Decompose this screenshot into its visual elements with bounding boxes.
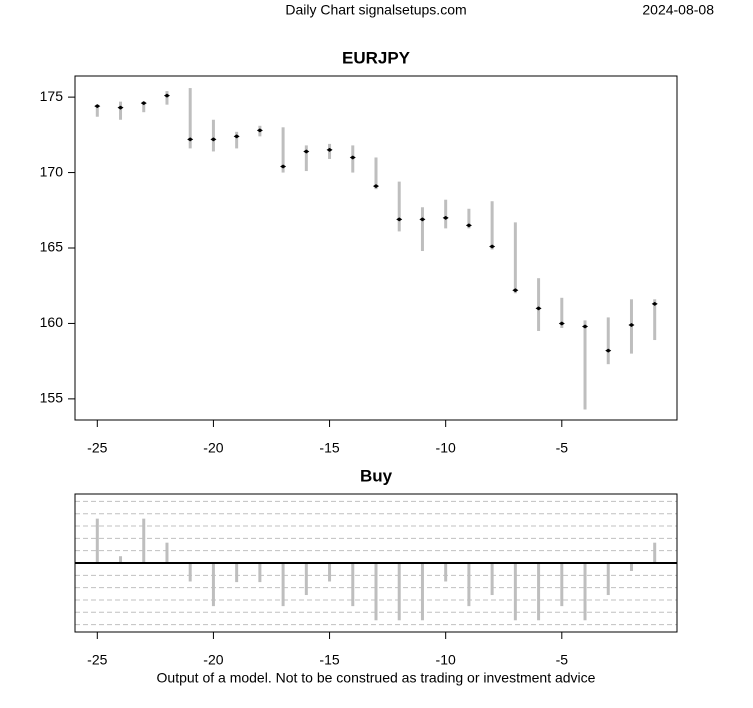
close-marker [117, 105, 124, 110]
plot-frame [74, 75, 678, 421]
x-tick-label: -10 [436, 652, 456, 668]
close-marker [558, 321, 565, 326]
close-marker [489, 244, 496, 249]
close-marker [512, 288, 519, 293]
y-tick-label: 155 [40, 390, 64, 406]
x-tick-label: -15 [319, 652, 339, 668]
close-marker [373, 184, 379, 189]
close-marker [326, 147, 333, 152]
chart-title: Buy [360, 466, 393, 485]
x-tick-label: -25 [87, 440, 107, 456]
close-marker [303, 149, 310, 154]
chart-title: EURJPY [342, 48, 411, 67]
y-tick-label: 165 [40, 239, 64, 255]
close-marker [280, 164, 287, 169]
close-marker [140, 101, 147, 106]
close-marker [210, 137, 217, 142]
close-marker [419, 217, 426, 222]
close-marker [628, 322, 635, 327]
close-marker [163, 93, 170, 98]
disclaimer: Output of a model. Not to be construed a… [157, 670, 596, 686]
x-tick-label: -10 [436, 440, 456, 456]
close-marker [651, 301, 658, 306]
x-tick-label: -20 [203, 440, 223, 456]
close-marker [256, 128, 263, 133]
plot-frame [74, 493, 678, 633]
x-tick-label: -5 [556, 440, 569, 456]
close-marker [233, 134, 240, 139]
close-marker [582, 324, 589, 329]
close-marker [442, 215, 449, 220]
chart-date: 2024-08-08 [642, 2, 714, 18]
y-tick-label: 160 [40, 314, 64, 330]
close-marker [535, 306, 542, 311]
y-tick-label: 175 [40, 88, 64, 104]
close-marker [465, 223, 472, 228]
close-marker [187, 137, 194, 142]
close-marker [94, 104, 101, 109]
close-marker [349, 155, 356, 160]
x-tick-label: -20 [203, 652, 223, 668]
x-tick-label: -25 [87, 652, 107, 668]
x-tick-label: -15 [319, 440, 339, 456]
y-tick-label: 170 [40, 163, 64, 179]
page-title: Daily Chart signalsetups.com [285, 2, 466, 18]
x-tick-label: -5 [556, 652, 569, 668]
close-marker [396, 217, 403, 222]
close-marker [605, 348, 612, 353]
